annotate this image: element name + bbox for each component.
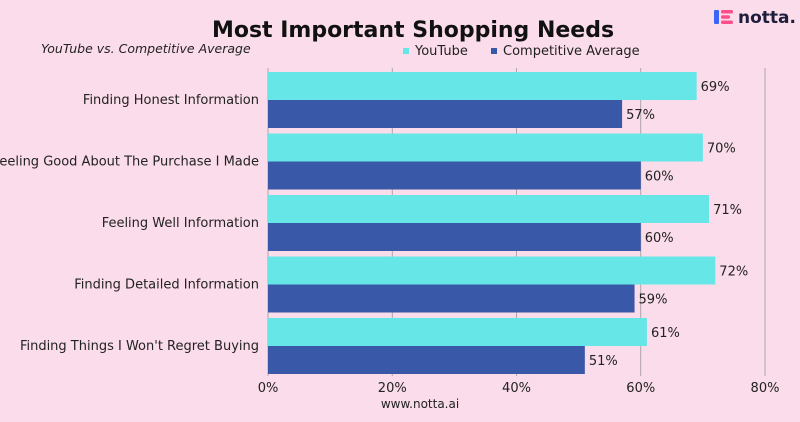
x-tick-label: 60% <box>626 381 655 396</box>
data-label: 60% <box>645 231 674 246</box>
data-label: 61% <box>651 326 680 341</box>
chart-subtitle: YouTube vs. Competitive Average <box>41 41 251 56</box>
data-label: 69% <box>701 80 730 95</box>
bar <box>268 223 641 251</box>
bar <box>268 256 716 285</box>
bar <box>268 195 710 223</box>
legend: YouTube Competitive Average <box>403 44 640 59</box>
chart-title: Most Important Shopping Needs <box>212 18 614 43</box>
data-label: 57% <box>626 108 655 123</box>
legend-label: Competitive Average <box>503 44 640 59</box>
bar <box>268 161 641 190</box>
source-label: www.notta.ai <box>381 397 459 411</box>
x-tick-label: 80% <box>751 381 780 396</box>
notta-logo-icon <box>714 10 733 24</box>
category-label: Finding Detailed Information <box>74 278 259 293</box>
bars: 69% 57% 70% 60% 71% 60% 72% 59% 61% 51% <box>268 72 748 374</box>
bar <box>268 346 585 374</box>
category-label: Feeling Well Information <box>102 216 259 231</box>
data-label: 51% <box>589 354 618 369</box>
legend-label: YouTube <box>414 44 468 59</box>
bar <box>268 100 623 128</box>
notta-logo-wordmark: notta. <box>738 8 796 28</box>
legend-swatch-0 <box>403 48 409 54</box>
notta-logo: notta. <box>714 8 796 28</box>
bar <box>268 284 635 313</box>
category-label: Feeling Good About The Purchase I Made <box>0 155 259 170</box>
x-tick-label: 40% <box>502 381 531 396</box>
x-axis-ticks: 0% 20% 40% 60% 80% <box>258 381 780 396</box>
data-label: 59% <box>639 293 668 308</box>
x-tick-label: 0% <box>258 381 279 396</box>
category-labels: Finding Honest Information Feeling Good A… <box>0 93 259 354</box>
data-label: 70% <box>707 142 736 157</box>
bar <box>268 133 703 162</box>
bar <box>268 318 647 346</box>
data-label: 72% <box>719 265 748 280</box>
data-label: 71% <box>713 203 742 218</box>
category-label: Finding Honest Information <box>83 93 259 108</box>
x-tick-label: 20% <box>378 381 407 396</box>
category-label: Finding Things I Won't Regret Buying <box>20 339 259 354</box>
data-label: 60% <box>645 170 674 185</box>
legend-swatch-1 <box>491 48 497 54</box>
bar <box>268 72 697 100</box>
